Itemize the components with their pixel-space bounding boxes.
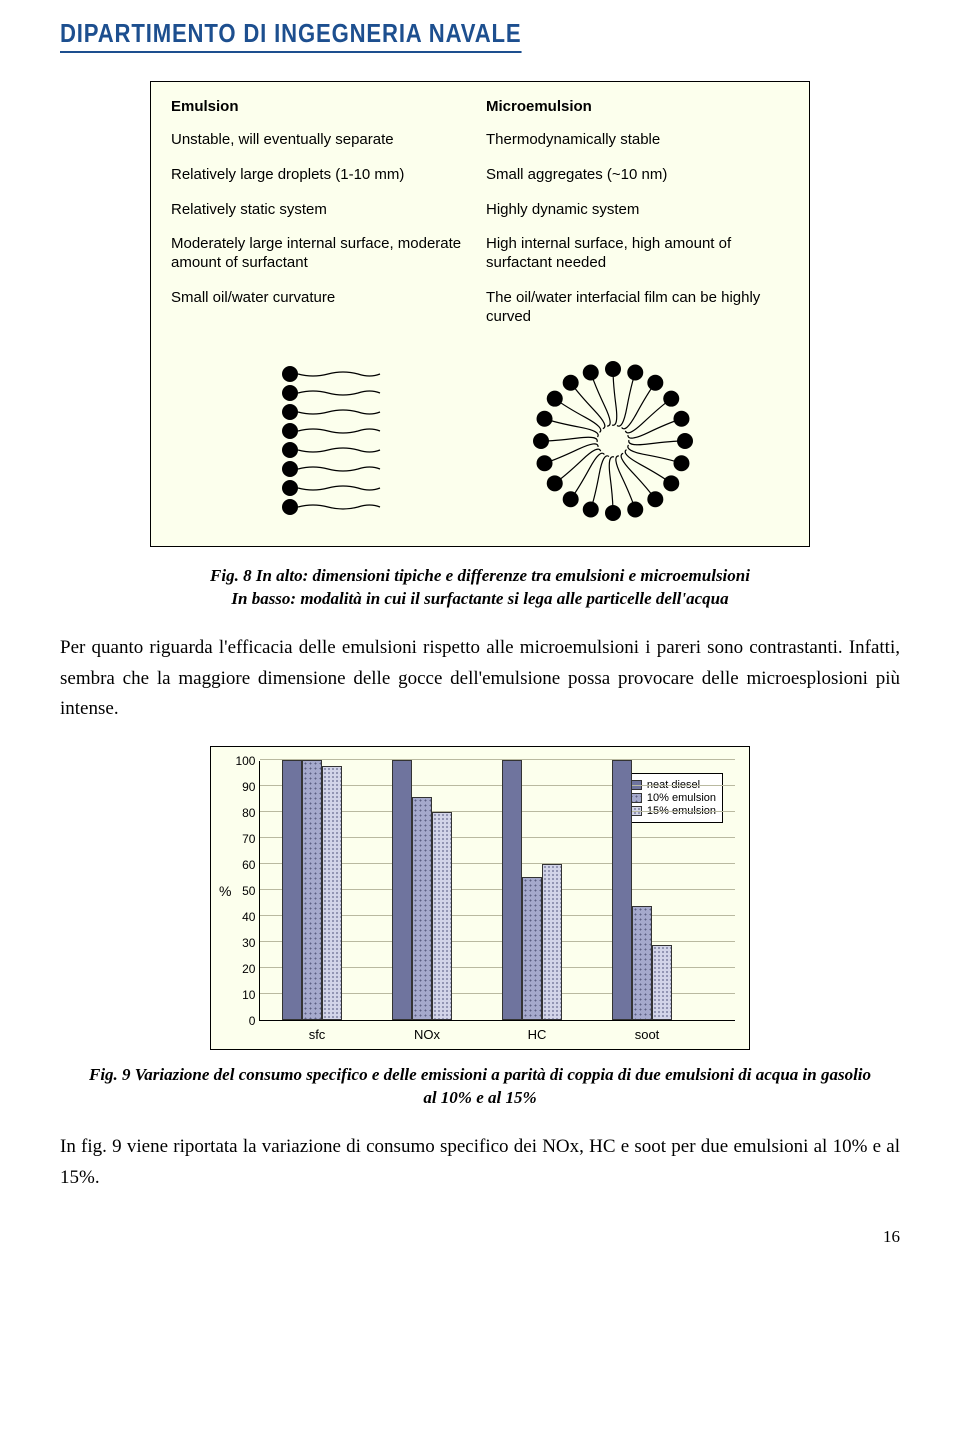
fig8-col-emulsion: Emulsion: [165, 94, 480, 125]
fig9-xlabel: NOx: [414, 1027, 440, 1042]
fig8-row: Moderately large internal surface, moder…: [165, 229, 795, 283]
fig9-bar: [522, 877, 542, 1020]
fig8-cell: Small oil/water curvature: [165, 283, 480, 337]
paragraph-1: Per quanto riguarda l'efficacia delle em…: [60, 633, 900, 724]
paragraph-2: In fig. 9 viene riportata la variazione …: [60, 1132, 900, 1193]
fig9-bar-group: [392, 760, 452, 1020]
fig8-row: Unstable, will eventually separateThermo…: [165, 125, 795, 160]
fig8-table: Emulsion Microemulsion Unstable, will ev…: [165, 94, 795, 336]
fig8-cell: Moderately large internal surface, moder…: [165, 229, 480, 283]
fig9-bar: [612, 760, 632, 1020]
fig9-xlabel: sfc: [309, 1027, 326, 1042]
fig9-box: % 1009080706050403020100 neat diesel10% …: [210, 746, 750, 1050]
fig9-bar: [282, 760, 302, 1020]
fig9-ylabel: %: [219, 883, 231, 899]
page-number: 16: [60, 1227, 900, 1247]
microemulsion-diagram: [513, 346, 713, 536]
fig9-bar: [542, 864, 562, 1020]
fig8-caption: Fig. 8 In alto: dimensioni tipiche e dif…: [81, 565, 879, 611]
fig9-bar: [412, 797, 432, 1021]
fig8-row: Relatively static systemHighly dynamic s…: [165, 195, 795, 230]
fig9-caption: Fig. 9 Variazione del consumo specifico …: [81, 1064, 879, 1110]
fig8-cell: Small aggregates (~10 nm): [480, 160, 795, 195]
fig9-y-axis: 1009080706050403020100: [235, 761, 259, 1021]
fig9-bar: [392, 760, 412, 1020]
fig9-bar-group: [282, 760, 342, 1020]
fig8-caption-line1: Fig. 8 In alto: dimensioni tipiche e dif…: [210, 566, 750, 585]
fig9-plot-area: neat diesel10% emulsion15% emulsion: [259, 761, 735, 1021]
fig8-cell: Thermodynamically stable: [480, 125, 795, 160]
fig8-cell: The oil/water interfacial film can be hi…: [480, 283, 795, 337]
fig8-cell: High internal surface, high amount of su…: [480, 229, 795, 283]
fig9-bar: [502, 760, 522, 1020]
fig8-row: Small oil/water curvatureThe oil/water i…: [165, 283, 795, 337]
fig9-bar: [652, 945, 672, 1020]
fig9-bar: [302, 760, 322, 1020]
fig8-box: Emulsion Microemulsion Unstable, will ev…: [150, 81, 810, 547]
fig9-xlabel: soot: [635, 1027, 660, 1042]
fig9-bar-group: [502, 760, 562, 1020]
fig9-x-axis: sfc NOx HC soot: [265, 1021, 735, 1041]
fig8-col-microemulsion: Microemulsion: [480, 94, 795, 125]
fig8-row: Relatively large droplets (1-10 mm)Small…: [165, 160, 795, 195]
fig8-caption-line2: In basso: modalità in cui il surfactante…: [231, 589, 728, 608]
emulsion-diagram: [248, 356, 388, 526]
fig8-cell: Relatively large droplets (1-10 mm): [165, 160, 480, 195]
fig8-cell: Relatively static system: [165, 195, 480, 230]
fig9-bar-group: [612, 760, 672, 1020]
fig8-cell: Highly dynamic system: [480, 195, 795, 230]
department-header: DIPARTIMENTO DI INGEGNERIA NAVALE: [60, 18, 521, 53]
fig9-bar: [432, 812, 452, 1020]
fig9-bar: [632, 906, 652, 1020]
fig9-xlabel: HC: [528, 1027, 547, 1042]
fig8-cell: Unstable, will eventually separate: [165, 125, 480, 160]
fig9-bar: [322, 766, 342, 1021]
